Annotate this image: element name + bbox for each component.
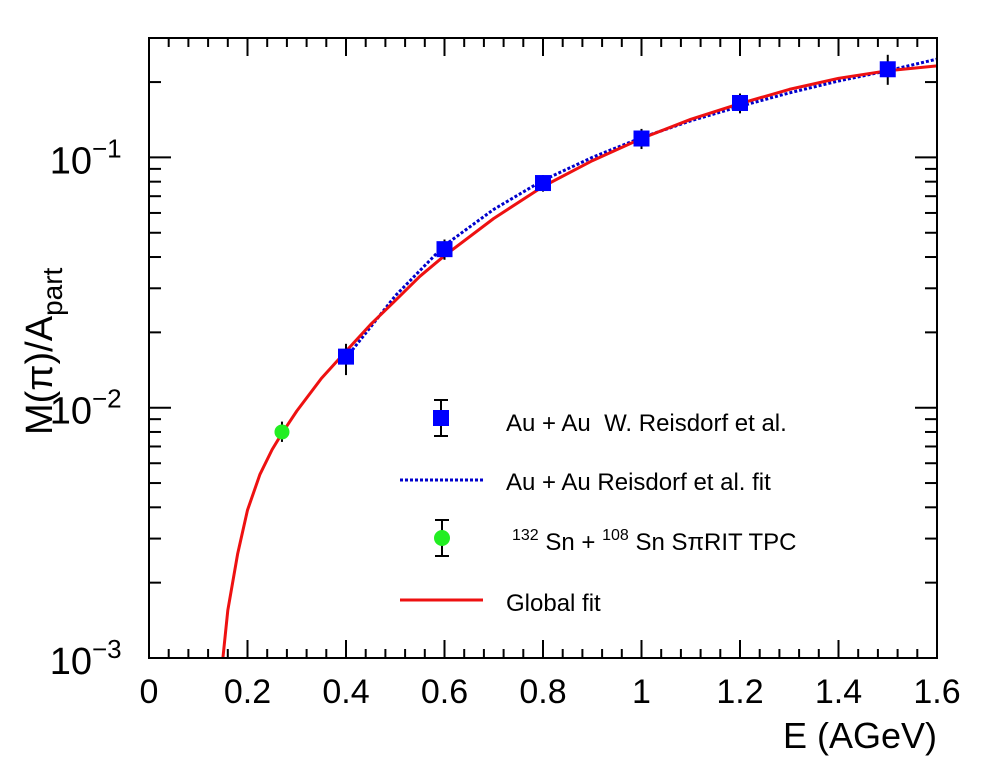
data-point-square xyxy=(535,175,551,192)
legend-label-spirit-mass1: 132 xyxy=(512,527,539,544)
data-point-circle xyxy=(274,424,290,440)
global-fit-curve xyxy=(221,64,938,659)
y-tick-label-base: 10 xyxy=(50,140,92,182)
x-tick-label: 1.2 xyxy=(716,673,763,711)
x-tick-label: 0 xyxy=(140,673,159,711)
x-tick-label: 0.4 xyxy=(322,673,369,711)
x-tick-label: 1.4 xyxy=(815,673,862,711)
y-tick-label: 10−3 xyxy=(50,634,122,683)
y-axis-label: M(π)/Apart xyxy=(19,267,68,435)
y-tick-label-base: 10 xyxy=(50,641,92,683)
legend-circle-marker xyxy=(434,530,450,546)
x-tick-label: 0.2 xyxy=(224,673,271,711)
legend-label-reisdorf-fit: Au + Au Reisdorf et al. fit xyxy=(506,469,771,496)
y-tick-label: 10−1 xyxy=(50,133,122,182)
data-point-square xyxy=(633,130,650,147)
legend-entry-reisdorf-data: Au + Au W. Reisdorf et al. xyxy=(433,399,787,437)
y-tick-label-exponent: −1 xyxy=(92,133,122,163)
x-tick-label: 0.6 xyxy=(421,673,468,711)
legend: Au + Au W. Reisdorf et al. Au + Au Reisd… xyxy=(400,399,797,617)
data-point-square xyxy=(732,94,748,111)
data-point-square xyxy=(436,241,453,258)
y-tick-label: 10−2 xyxy=(50,384,122,433)
legend-square-marker xyxy=(433,410,449,426)
legend-label-spirit-part4: Sn SπRIT TPC xyxy=(629,529,797,556)
legend-label-spirit: 132 Sn + 108 Sn SπRIT TPC xyxy=(512,527,797,556)
legend-entry-spirit: 132 Sn + 108 Sn SπRIT TPC xyxy=(434,519,797,557)
legend-label-spirit-mass2: 108 xyxy=(602,527,629,544)
legend-label-reisdorf-data: Au + Au W. Reisdorf et al. xyxy=(506,410,787,437)
data-point-square xyxy=(879,61,896,78)
y-tick-label-exponent: −3 xyxy=(92,634,122,664)
y-axis-label-main: M(π)/A xyxy=(19,315,61,435)
x-axis-label: E (AGeV) xyxy=(783,715,937,756)
data-point-square xyxy=(338,348,354,365)
y-tick-label-base: 10 xyxy=(50,391,92,433)
plot-markers xyxy=(274,54,896,442)
y-tick-label-exponent: −2 xyxy=(92,384,122,414)
legend-label-spirit-part2: Sn + xyxy=(539,529,602,556)
x-tick-label: 0.8 xyxy=(519,673,566,711)
y-axis-label-sub: part xyxy=(37,267,68,315)
legend-entry-reisdorf-fit: Au + Au Reisdorf et al. fit xyxy=(400,469,771,496)
y-axis-ticks: 10−310−210−1 xyxy=(50,81,937,683)
x-tick-label: 1 xyxy=(632,673,651,711)
legend-entry-global-fit: Global fit xyxy=(400,590,601,617)
x-axis-ticks: 0 0.2 0.4 0.6 0.8 1 1.2 1.4 1.6 xyxy=(140,38,961,711)
legend-label-global-fit: Global fit xyxy=(506,590,601,617)
x-tick-label: 1.6 xyxy=(913,673,960,711)
